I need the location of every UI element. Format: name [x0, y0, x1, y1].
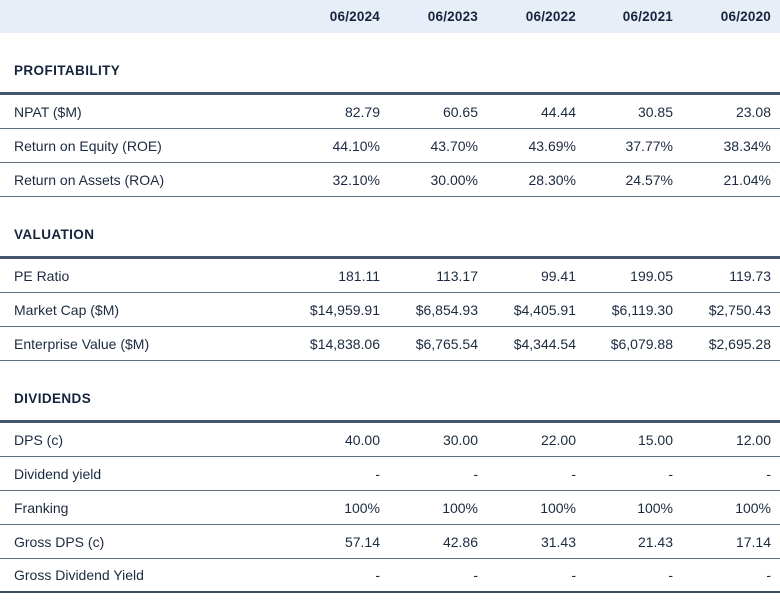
cell-value: 40.00	[344, 431, 380, 448]
row-label: Gross DPS (c)	[14, 533, 105, 550]
column-header: 06/2022	[525, 9, 576, 24]
table-row: Enterprise Value ($M) $14,838.06 $6,765.54…	[0, 327, 780, 361]
cell-value: $4,405.91	[513, 301, 576, 318]
cell-value: 12.00	[735, 431, 771, 448]
cell-value: 15.00	[637, 431, 673, 448]
cell-value: -	[375, 567, 380, 583]
cell-value: $6,765.54	[415, 335, 478, 352]
table-row: Gross Dividend Yield - - - - -	[0, 559, 780, 593]
cell-value: 30.00	[442, 431, 478, 448]
table-row: Return on Assets (ROA) 32.10% 30.00% 28.30%…	[0, 163, 780, 197]
table-row: Gross DPS (c) 57.14 42.86 31.43 21.43 17.14	[0, 525, 780, 559]
cell-value: -	[668, 465, 673, 482]
cell-value: 119.73	[729, 267, 771, 284]
table-body: PROFITABILITY NPAT ($M) 82.79 60.65 44.44 30.…	[0, 33, 780, 593]
cell-value: -	[571, 567, 576, 583]
row-label: PE Ratio	[14, 267, 70, 284]
cell-value: 113.17	[436, 267, 478, 284]
row-label: NPAT ($M)	[14, 103, 82, 120]
cell-value: 17.14	[735, 533, 771, 550]
cell-value: $6,854.93	[415, 301, 478, 318]
cell-value: $2,750.43	[708, 301, 771, 318]
cell-value: 100%	[637, 499, 673, 516]
row-label: Enterprise Value ($M)	[14, 335, 150, 352]
cell-value: 44.10%	[332, 137, 380, 154]
table-section: VALUATION PE Ratio 181.11 113.17 99.41 199.05…	[0, 197, 780, 361]
cell-value: 23.08	[735, 103, 771, 120]
cell-value: 21.04%	[723, 171, 771, 188]
cell-value: $4,344.54	[513, 335, 576, 352]
row-label: Gross Dividend Yield	[14, 567, 144, 583]
column-header: 06/2021	[622, 9, 673, 24]
cell-value: 22.00	[540, 431, 576, 448]
section-title: DIVIDENDS	[0, 361, 780, 423]
cell-value: 100%	[735, 499, 771, 516]
row-label: Market Cap ($M)	[14, 301, 120, 318]
table-section: DIVIDENDS DPS (c) 40.00 30.00 22.00 15.00 12.0…	[0, 361, 780, 593]
cell-value: $6,079.88	[610, 335, 673, 352]
column-header: 06/2024	[329, 9, 380, 24]
cell-value: -	[766, 567, 771, 583]
cell-value: 38.34%	[723, 137, 771, 154]
cell-value: -	[766, 465, 771, 482]
row-label: Return on Equity (ROE)	[14, 137, 162, 154]
cell-value: 57.14	[344, 533, 380, 550]
row-label: Return on Assets (ROA)	[14, 171, 165, 188]
cell-value: 82.79	[344, 103, 380, 120]
row-label: Dividend yield	[14, 465, 102, 482]
period-header-row: 06/2024 06/2023 06/2022 06/2021 06/2020	[0, 0, 780, 33]
cell-value: -	[668, 567, 673, 583]
cell-value: $6,119.30	[611, 301, 673, 318]
cell-value: 100%	[540, 499, 576, 516]
cell-value: 21.43	[637, 533, 673, 550]
table-row: Dividend yield - - - - -	[0, 457, 780, 491]
row-label: DPS (c)	[14, 431, 63, 448]
table-row: DPS (c) 40.00 30.00 22.00 15.00 12.00	[0, 423, 780, 457]
cell-value: 100%	[344, 499, 380, 516]
cell-value: 24.57%	[625, 171, 673, 188]
table-section: PROFITABILITY NPAT ($M) 82.79 60.65 44.44 30.…	[0, 33, 780, 197]
cell-value: -	[473, 567, 478, 583]
cell-value: 43.70%	[430, 137, 478, 154]
table-row: NPAT ($M) 82.79 60.65 44.44 30.85 23.08	[0, 95, 780, 129]
cell-value: 31.43	[540, 533, 576, 550]
table-row: PE Ratio 181.11 113.17 99.41 199.05 119.73	[0, 259, 780, 293]
cell-value: 199.05	[630, 267, 673, 284]
cell-value: 28.30%	[528, 171, 576, 188]
cell-value: -	[571, 465, 576, 482]
cell-value: $2,695.28	[708, 335, 771, 352]
cell-value: $14,959.91	[309, 301, 380, 318]
cell-value: 100%	[442, 499, 478, 516]
cell-value: 37.77%	[625, 137, 673, 154]
table-row: Return on Equity (ROE) 44.10% 43.70% 43.69%…	[0, 129, 780, 163]
cell-value: 181.11	[338, 267, 380, 284]
cell-value: 32.10%	[332, 171, 380, 188]
cell-value: 30.00%	[430, 171, 478, 188]
column-header: 06/2023	[427, 9, 478, 24]
row-label: Franking	[14, 499, 69, 516]
cell-value: 44.44	[540, 103, 576, 120]
cell-value: $14,838.06	[309, 335, 380, 352]
table-row: Franking 100% 100% 100% 100% 100%	[0, 491, 780, 525]
cell-value: 42.86	[442, 533, 478, 550]
cell-value: 99.41	[540, 267, 576, 284]
table-row: Market Cap ($M) $14,959.91 $6,854.93 $4,405…	[0, 293, 780, 327]
cell-value: -	[375, 465, 380, 482]
cell-value: -	[473, 465, 478, 482]
cell-value: 43.69%	[528, 137, 576, 154]
section-title: PROFITABILITY	[0, 33, 780, 95]
cell-value: 30.85	[637, 103, 673, 120]
column-header: 06/2020	[720, 9, 771, 24]
section-title: VALUATION	[0, 197, 780, 259]
cell-value: 60.65	[442, 103, 478, 120]
